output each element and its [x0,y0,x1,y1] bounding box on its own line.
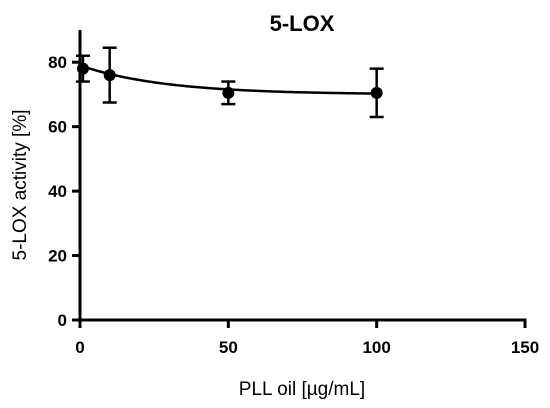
plot-area: 0 20 40 60 80 0 50 100 150 [48,30,539,357]
x-tick-label: 50 [219,338,238,357]
data-point [370,86,383,99]
data-point [222,86,235,99]
y-axis-title: 5-LOX activity [%] [10,110,31,261]
y-tick-label: 80 [48,53,67,72]
x-tick-label: 0 [75,338,84,357]
chart-title: 5-LOX [270,11,335,36]
y-tick-label: 0 [58,311,67,330]
x-axis-title: PLL oil [µg/mL] [239,379,365,400]
x-tick-label: 100 [362,338,390,357]
y-tick-label: 60 [48,118,67,137]
data-point [103,69,116,82]
y-tick-label: 20 [48,247,67,266]
data-point [76,62,89,75]
y-tick-label: 40 [48,182,67,201]
x-tick-label: 150 [511,338,539,357]
